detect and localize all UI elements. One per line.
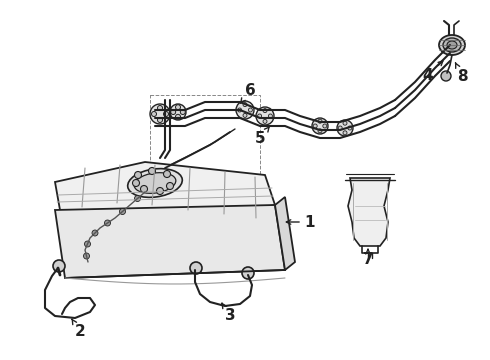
Circle shape xyxy=(175,105,180,110)
Circle shape xyxy=(83,253,90,259)
Circle shape xyxy=(171,109,176,114)
Circle shape xyxy=(338,126,342,130)
Circle shape xyxy=(120,208,125,215)
Circle shape xyxy=(242,267,254,279)
Circle shape xyxy=(132,180,140,186)
Circle shape xyxy=(180,109,185,114)
Circle shape xyxy=(318,119,322,123)
Circle shape xyxy=(236,101,254,119)
Circle shape xyxy=(318,129,322,133)
Circle shape xyxy=(313,124,317,128)
Polygon shape xyxy=(55,162,275,222)
Ellipse shape xyxy=(128,168,182,197)
Text: 2: 2 xyxy=(72,319,85,339)
Polygon shape xyxy=(348,178,390,246)
Circle shape xyxy=(156,188,164,194)
Circle shape xyxy=(157,117,163,122)
Circle shape xyxy=(263,120,267,123)
Text: 8: 8 xyxy=(456,63,467,84)
Circle shape xyxy=(53,260,65,272)
Ellipse shape xyxy=(439,35,465,55)
Circle shape xyxy=(175,114,180,119)
Circle shape xyxy=(256,107,274,125)
Circle shape xyxy=(170,104,186,120)
Ellipse shape xyxy=(447,41,457,49)
Circle shape xyxy=(269,114,272,118)
Circle shape xyxy=(323,124,327,128)
Polygon shape xyxy=(55,205,285,278)
Polygon shape xyxy=(275,197,295,270)
Circle shape xyxy=(92,230,98,236)
Text: 3: 3 xyxy=(222,303,235,324)
Text: 7: 7 xyxy=(363,249,373,267)
Circle shape xyxy=(148,167,155,175)
Circle shape xyxy=(134,171,142,179)
Text: 4: 4 xyxy=(423,61,443,82)
Circle shape xyxy=(343,131,347,135)
Circle shape xyxy=(151,112,156,117)
Circle shape xyxy=(263,109,267,113)
Circle shape xyxy=(337,120,353,136)
Circle shape xyxy=(343,121,347,125)
Circle shape xyxy=(238,108,242,112)
Circle shape xyxy=(134,195,141,202)
Circle shape xyxy=(164,171,171,177)
Circle shape xyxy=(312,118,328,134)
Circle shape xyxy=(164,112,169,117)
Circle shape xyxy=(150,104,170,124)
Circle shape xyxy=(167,183,173,189)
Circle shape xyxy=(84,241,91,247)
Circle shape xyxy=(190,262,202,274)
Ellipse shape xyxy=(443,38,461,52)
Circle shape xyxy=(157,105,163,111)
Circle shape xyxy=(141,185,147,193)
Text: 1: 1 xyxy=(286,215,315,230)
Circle shape xyxy=(348,126,352,130)
Circle shape xyxy=(258,114,262,118)
Text: 6: 6 xyxy=(241,82,255,103)
Circle shape xyxy=(441,71,451,81)
Ellipse shape xyxy=(134,173,176,193)
Circle shape xyxy=(248,108,252,112)
Text: 5: 5 xyxy=(255,126,270,145)
Circle shape xyxy=(104,220,111,226)
Circle shape xyxy=(243,103,247,107)
Circle shape xyxy=(243,113,247,117)
